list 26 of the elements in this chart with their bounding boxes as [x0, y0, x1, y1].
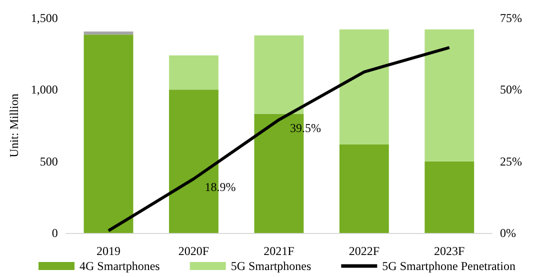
x-tick-label: 2022F [348, 244, 380, 258]
bar [169, 55, 218, 90]
bar [424, 161, 474, 233]
y-tick-label: 0 [52, 226, 58, 240]
bar [424, 29, 474, 162]
y2-tick-label: 0% [500, 226, 516, 240]
bar [84, 31, 134, 35]
x-tick-label: 2019 [96, 244, 121, 258]
legend-label: 5G Smartphone Penetration [382, 259, 516, 273]
y-tick-label: 500 [40, 154, 58, 168]
y2-tick-label: 75% [500, 11, 522, 25]
x-tick-label: 2020F [178, 244, 210, 258]
legend-label: 5G Smartphones [230, 259, 312, 273]
bar [84, 34, 134, 233]
bar [254, 35, 304, 114]
y2-tick-label: 50% [500, 82, 522, 97]
y-tick-label: 1,500 [30, 11, 58, 25]
legend-label: 4G Smartphones [80, 259, 160, 273]
x-tick-label: 2021F [264, 244, 295, 258]
y2-tick-label: 25% [500, 154, 522, 168]
bar [339, 29, 389, 144]
bar [339, 144, 389, 233]
y-tick-label: 1,000 [30, 82, 58, 97]
x-tick-label: 2023F [434, 244, 466, 258]
line-series [107, 46, 451, 232]
y-axis-title: Unit: Million [7, 94, 21, 158]
